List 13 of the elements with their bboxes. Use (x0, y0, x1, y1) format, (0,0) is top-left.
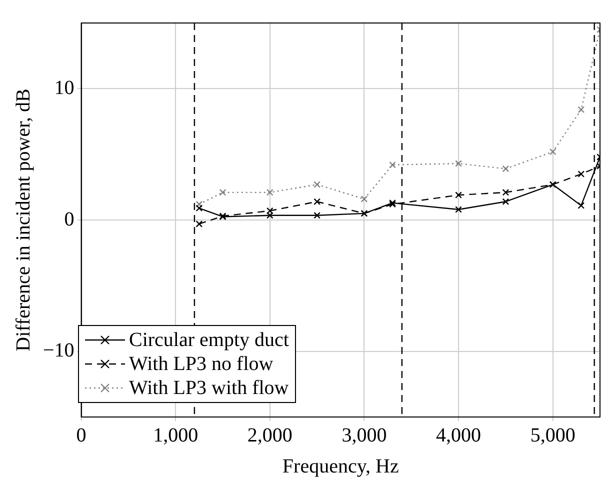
legend-label: Circular empty duct (129, 328, 289, 352)
legend-label: With LP3 with flow (129, 376, 289, 400)
y-tick-label: 0 (64, 208, 74, 230)
x-tick-label: 3,000 (342, 424, 387, 446)
legend-label: With LP3 no flow (129, 352, 274, 376)
x-tick-label: 2,000 (247, 424, 292, 446)
y-tick-label: −10 (43, 340, 74, 362)
x-tick-label: 4,000 (436, 424, 482, 446)
x-axis-title: Frequency, Hz (282, 455, 399, 478)
x-tick-label: 1,000 (153, 424, 198, 446)
x-tick-label: 5,000 (530, 424, 576, 446)
y-tick-label: 10 (54, 76, 74, 99)
y-axis-title: Difference in incident power, dB (12, 88, 34, 352)
